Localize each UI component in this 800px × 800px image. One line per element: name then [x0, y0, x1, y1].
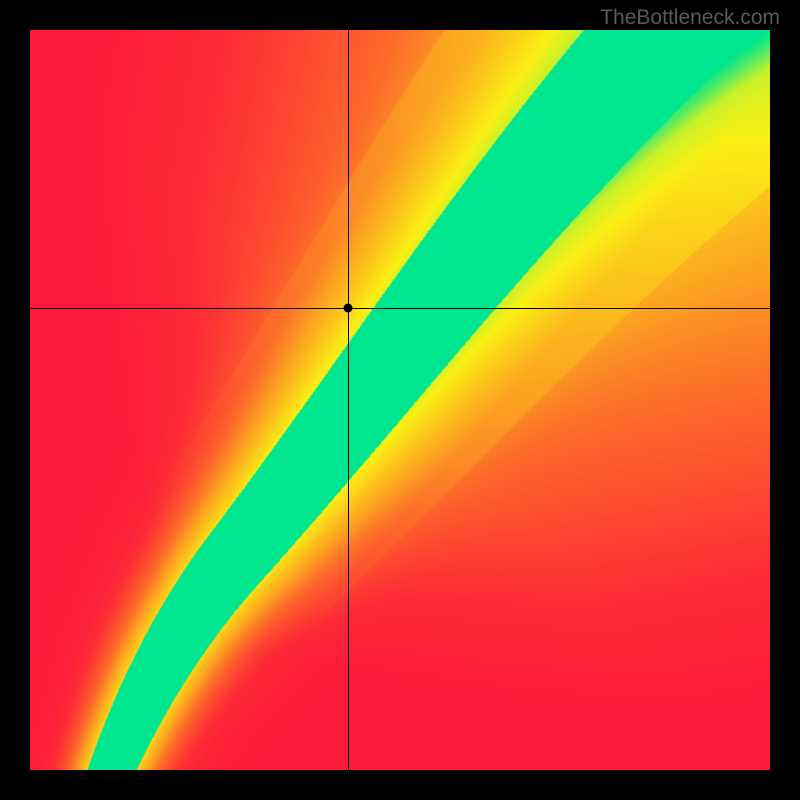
heatmap-canvas — [30, 30, 770, 770]
heatmap-chart — [30, 30, 770, 770]
crosshair-horizontal — [30, 308, 770, 309]
data-point-marker — [344, 303, 353, 312]
watermark-text: TheBottleneck.com — [600, 6, 780, 30]
crosshair-vertical — [348, 30, 349, 770]
